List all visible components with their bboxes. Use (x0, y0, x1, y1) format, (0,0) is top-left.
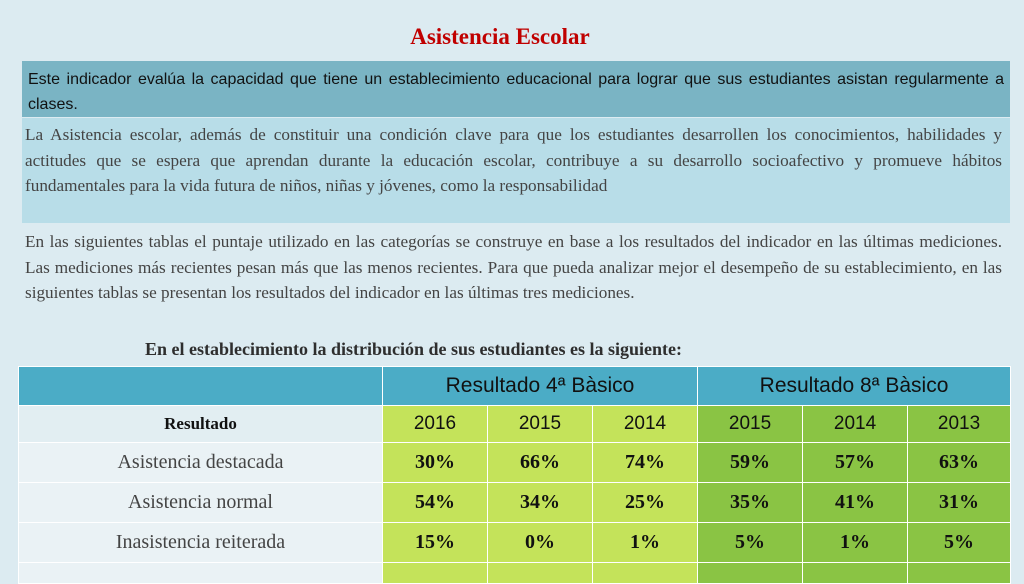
year-header-8-1: 2015 (697, 405, 804, 443)
value-cell: 15% (382, 522, 488, 563)
value-cell: 66% (487, 442, 593, 483)
group-header-4-basico: Resultado 4ª Bàsico (381, 366, 699, 406)
value-cell: 25% (591, 482, 699, 523)
year-header-4-3: 2014 (591, 405, 699, 443)
value-cell-empty (907, 562, 1012, 584)
year-header-8-3: 2013 (907, 405, 1012, 443)
value-cell-empty (487, 562, 593, 584)
value-cell: 59% (697, 442, 804, 483)
value-cell: 0% (487, 522, 593, 563)
table-title: En el establecimiento la distribución de… (145, 339, 683, 359)
value-cell: 63% (907, 442, 1012, 483)
row-label-empty (18, 562, 383, 584)
value-cell: 5% (907, 522, 1012, 563)
row-label: Asistencia destacada (18, 442, 383, 483)
value-cell: 57% (802, 442, 909, 483)
value-cell: 35% (697, 482, 804, 523)
value-cell: 1% (802, 522, 909, 563)
table-row-partial (18, 562, 1012, 584)
table-row: Asistencia destacada 30% 66% 74% 59% 57%… (18, 442, 1012, 483)
year-header-4-1: 2016 (382, 405, 488, 443)
intro-box: Este indicador evalúa la capacidad que t… (22, 61, 1010, 117)
value-cell-empty (382, 562, 488, 584)
value-cell: 31% (907, 482, 1012, 523)
value-cell: 34% (487, 482, 593, 523)
value-cell: 30% (382, 442, 488, 483)
value-cell-empty (802, 562, 909, 584)
result-label-header: Resultado (18, 405, 383, 443)
results-table: Resultado 4ª Bàsico Resultado 8ª Bàsico … (18, 366, 1012, 584)
group-header-row: Resultado 4ª Bàsico Resultado 8ª Bàsico (18, 366, 1012, 406)
table-row: Inasistencia reiterada 15% 0% 1% 5% 1% 5… (18, 522, 1012, 563)
value-cell-empty (591, 562, 699, 584)
page-title: Asistencia Escolar (410, 24, 590, 49)
year-header-row: Resultado 2016 2015 2014 2015 2014 2013 (18, 405, 1012, 443)
value-cell-empty (697, 562, 804, 584)
year-header-8-2: 2014 (802, 405, 909, 443)
explanation-paragraph: En las siguientes tablas el puntaje util… (25, 232, 1002, 302)
description-box: La Asistencia escolar, además de constit… (22, 118, 1010, 223)
header-blank-cell (18, 366, 383, 406)
value-cell: 54% (382, 482, 488, 523)
value-cell: 5% (697, 522, 804, 563)
row-label: Inasistencia reiterada (18, 522, 383, 563)
table-row: Asistencia normal 54% 34% 25% 35% 41% 31… (18, 482, 1012, 523)
row-label: Asistencia normal (18, 482, 383, 523)
year-header-4-2: 2015 (487, 405, 593, 443)
value-cell: 1% (591, 522, 699, 563)
value-cell: 41% (802, 482, 909, 523)
group-header-8-basico: Resultado 8ª Bàsico (697, 366, 1012, 406)
value-cell: 74% (591, 442, 699, 483)
